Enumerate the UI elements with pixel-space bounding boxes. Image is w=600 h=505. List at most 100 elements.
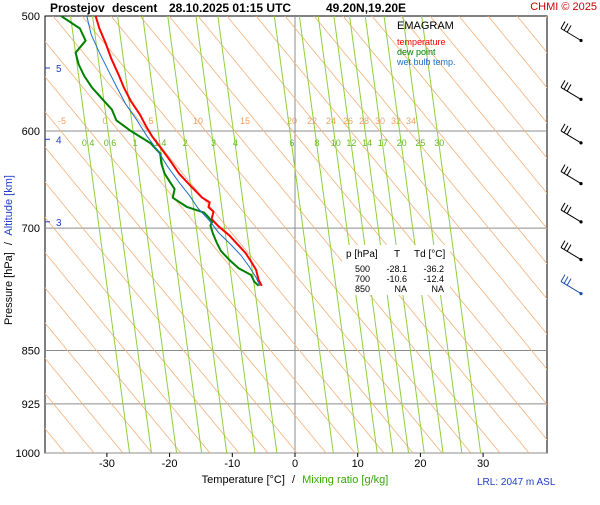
mixing-ratio-label: 0.6 (104, 138, 117, 148)
adiabat-label: 30 (375, 116, 385, 126)
adiabat-label: 34 (406, 116, 416, 126)
wind-barb-flag (563, 204, 569, 213)
y-axis-title: Pressure [hPa] / Altitude [km] (3, 175, 15, 325)
legend-dew-point: dew point (397, 47, 436, 57)
wind-barb-flag (560, 164, 566, 172)
mixing-ratio-label: 17 (378, 138, 388, 148)
wind-barb (560, 80, 583, 101)
dry-adiabat-line (400, 16, 547, 194)
adiabat-label: 22 (307, 116, 317, 126)
mixing-ratio-line (364, 16, 425, 453)
dry-adiabat-line (575, 16, 600, 453)
legend-title: EMAGRAM (397, 20, 454, 32)
dry-adiabat-line (139, 16, 501, 453)
wind-barb-flag (566, 206, 572, 215)
mixing-ratio-line (167, 16, 228, 453)
pressure-tick-label: 500 (22, 11, 40, 23)
wind-barb-flag (566, 127, 572, 136)
wind-barb-flag (563, 242, 569, 250)
adiabat-label: 24 (326, 116, 336, 126)
mixing-ratio-lines: 0.4 0.6 1 1.4 2 3 4 6 8 10 12 14 17 20 25 30 (70, 16, 482, 453)
legend-temperature: temperature (397, 37, 446, 47)
dry-adiabat-line (45, 76, 356, 453)
altitude-tick-label: 4 (56, 135, 62, 146)
legend-wet-bulb: wet bulb temp. (396, 57, 456, 67)
table-cell: -36.2 (423, 264, 444, 274)
mixing-ratio-line (273, 16, 334, 453)
wind-barb (560, 202, 583, 224)
mixing-ratio-label: 6 (289, 138, 294, 148)
dry-adiabat-line (168, 16, 530, 453)
wind-barb-flag (560, 21, 566, 29)
series-dew-point (60, 16, 260, 287)
wind-barb (560, 164, 583, 186)
mixing-ratio-line (91, 16, 152, 453)
wind-barb (560, 240, 583, 262)
wind-barb-flag (566, 244, 572, 252)
adiabat-label: 10 (193, 116, 203, 126)
values-table: p [hPa] T Td [°C] 500 -28.1 -36.2 700 -1… (342, 245, 450, 295)
dry-adiabat-line (81, 16, 443, 453)
wind-barb-flag (563, 276, 569, 284)
sounding-coords: 49.20N,19.20E (326, 1, 406, 15)
mixing-ratio-line (333, 16, 394, 453)
mixing-ratio-label: 20 (397, 138, 407, 148)
mixing-ratio-label: 14 (362, 138, 372, 148)
dry-adiabat-line (45, 322, 153, 453)
table-cell: -12.4 (423, 274, 444, 284)
table-cell: -28.1 (386, 264, 407, 274)
wind-barb-flag (563, 125, 569, 134)
dry-adiabat-line (226, 16, 547, 406)
temp-tick-label: 0 (292, 458, 298, 470)
sounding-mode: descent (112, 1, 157, 15)
sounding-datetime: 28.10.2025 01:15 UTC (169, 1, 291, 15)
table-header-td: Td [°C] (414, 249, 445, 260)
mixing-ratio-line (142, 16, 203, 453)
y-axis-title-sep: / (3, 241, 15, 245)
dry-adiabat-line (45, 287, 182, 453)
temp-tick-label: -20 (162, 458, 178, 470)
dry-adiabat-line (45, 181, 269, 453)
temp-tick-label: 10 (352, 458, 364, 470)
wind-barb-dot (579, 97, 583, 101)
wind-barb-flag (560, 240, 566, 248)
wind-barb-flag (566, 278, 572, 286)
pressure-tick-label: 600 (22, 126, 40, 138)
mixing-ratio-label: 12 (346, 138, 356, 148)
mixing-ratio-line (421, 16, 482, 453)
mixing-ratio-line (217, 16, 278, 453)
dry-adiabat-line (545, 16, 547, 18)
x-axis-title: Temperature [°C] / Mixing ratio [g/kg] (202, 474, 389, 486)
wind-barb-flag (563, 82, 569, 90)
wind-barb (560, 274, 583, 296)
mixing-ratio-line (195, 16, 256, 453)
wind-barb-dot (579, 182, 583, 186)
adiabat-label: 32 (391, 116, 401, 126)
dry-adiabat-line (45, 40, 385, 453)
table-header-t: T (394, 249, 400, 260)
wind-barb-flag (566, 84, 572, 92)
pressure-tick-label: 925 (22, 399, 40, 411)
dry-adiabats: -50510152022242628303234 (45, 16, 600, 453)
table-cell: NA (431, 284, 444, 294)
table-cell: -10.6 (386, 274, 407, 284)
mixing-ratio-label: 0.4 (82, 138, 95, 148)
mixing-ratio-line (298, 16, 359, 453)
wind-barb-flag (560, 274, 566, 282)
wind-barb (560, 123, 583, 145)
adiabat-label: 5 (148, 116, 153, 126)
dry-adiabat-line (52, 16, 414, 453)
mixing-ratio-line (117, 16, 178, 453)
mixing-ratio-line (383, 16, 444, 453)
altitude-tick-label: 5 (56, 64, 62, 75)
dry-adiabat-line (45, 216, 240, 453)
wind-barb-dot (579, 220, 583, 224)
wind-barb-dot (579, 292, 583, 296)
legend: EMAGRAM temperature dew point wet bulb t… (396, 20, 456, 67)
dry-adiabat-line (371, 16, 547, 230)
wind-barb-flag (563, 166, 569, 174)
dry-adiabat-line (284, 16, 547, 335)
